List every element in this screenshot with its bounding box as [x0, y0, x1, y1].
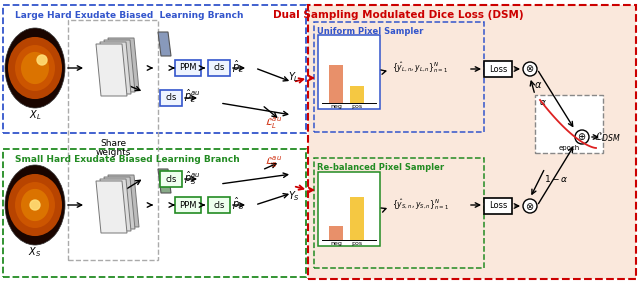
Bar [175, 60, 201, 76]
Text: cls: cls [213, 201, 225, 210]
Text: $\otimes$: $\otimes$ [525, 201, 534, 212]
Polygon shape [158, 32, 171, 56]
Text: epoch: epoch [558, 145, 580, 151]
Bar [350, 197, 364, 240]
Text: pos: pos [351, 104, 363, 109]
Circle shape [30, 200, 40, 210]
Bar [484, 198, 512, 214]
Bar [484, 61, 512, 77]
Text: Re-balanced Pixel Sampler: Re-balanced Pixel Sampler [317, 163, 444, 172]
Text: Share: Share [100, 139, 126, 148]
Text: neg: neg [330, 104, 342, 109]
Text: weights: weights [95, 148, 131, 157]
Bar [160, 171, 182, 187]
Text: $\{\hat{y}_{L,n}, y_{L,n}\}_{n=1}^N$: $\{\hat{y}_{L,n}, y_{L,n}\}_{n=1}^N$ [392, 61, 448, 76]
Text: $\oplus$: $\oplus$ [577, 131, 587, 142]
Ellipse shape [21, 52, 49, 84]
Text: $Y_L$: $Y_L$ [288, 70, 300, 84]
Circle shape [523, 199, 537, 213]
Text: $\hat{p}_L^{au}$: $\hat{p}_L^{au}$ [184, 87, 200, 105]
Polygon shape [96, 181, 127, 233]
Polygon shape [108, 175, 139, 227]
Circle shape [37, 55, 47, 65]
Ellipse shape [8, 37, 62, 99]
Text: $\hat{p}_S$: $\hat{p}_S$ [232, 196, 244, 212]
Ellipse shape [5, 165, 65, 245]
Bar [208, 60, 230, 76]
Circle shape [523, 62, 537, 76]
Text: Large Hard Exudate Biased  Learning Branch: Large Hard Exudate Biased Learning Branc… [15, 11, 243, 20]
Text: $X_L$: $X_L$ [29, 108, 41, 122]
Ellipse shape [21, 189, 49, 221]
Text: $\mathcal{L}_L^{au}$: $\mathcal{L}_L^{au}$ [265, 115, 282, 131]
Bar [535, 95, 603, 153]
Bar [3, 5, 306, 133]
Circle shape [575, 130, 589, 144]
Text: $\hat{p}_L$: $\hat{p}_L$ [232, 59, 244, 75]
Text: $\mathcal{L}_S^{au}$: $\mathcal{L}_S^{au}$ [265, 154, 282, 170]
Ellipse shape [15, 45, 55, 91]
Text: cls: cls [213, 63, 225, 72]
Bar [68, 20, 158, 260]
Text: $X_S$: $X_S$ [28, 245, 42, 259]
Bar [318, 35, 380, 109]
Text: Small Hard Exudate Biased Learning Branch: Small Hard Exudate Biased Learning Branc… [15, 155, 240, 164]
Bar [3, 149, 306, 277]
Bar [308, 5, 636, 279]
Polygon shape [96, 44, 127, 96]
Text: $\mathcal{L}_{DSM}$: $\mathcal{L}_{DSM}$ [594, 130, 621, 144]
Text: Loss: Loss [489, 65, 507, 74]
Polygon shape [100, 179, 131, 231]
Polygon shape [104, 177, 135, 229]
Text: cls: cls [165, 94, 177, 102]
Bar [329, 226, 343, 240]
Text: PPM: PPM [179, 63, 196, 72]
Text: $Y_S$: $Y_S$ [288, 189, 300, 203]
Bar [329, 65, 343, 103]
Text: $\hat{p}_S^{au}$: $\hat{p}_S^{au}$ [184, 169, 200, 187]
Text: Dual Sampling Modulated Dice Loss (DSM): Dual Sampling Modulated Dice Loss (DSM) [273, 10, 524, 20]
Bar [314, 22, 484, 132]
Text: $\otimes$: $\otimes$ [525, 63, 534, 74]
Polygon shape [104, 40, 135, 92]
Ellipse shape [15, 182, 55, 228]
Text: $\{\hat{y}_{S,n}, y_{S,n}\}_{n=1}^N$: $\{\hat{y}_{S,n}, y_{S,n}\}_{n=1}^N$ [392, 197, 449, 212]
Text: Loss: Loss [489, 202, 507, 210]
Bar [350, 86, 364, 103]
Text: Uniform Pixel Sampler: Uniform Pixel Sampler [317, 27, 424, 36]
Text: pos: pos [351, 241, 363, 246]
Text: PPM: PPM [179, 201, 196, 210]
Ellipse shape [5, 28, 65, 108]
Ellipse shape [8, 174, 62, 236]
Bar [314, 158, 484, 268]
Polygon shape [108, 38, 139, 90]
Text: $\alpha$: $\alpha$ [534, 80, 542, 90]
Bar [318, 172, 380, 246]
Text: cls: cls [165, 175, 177, 184]
Text: $1-\alpha$: $1-\alpha$ [544, 173, 568, 184]
Text: neg: neg [330, 241, 342, 246]
Bar [160, 90, 182, 106]
Text: $\alpha$: $\alpha$ [539, 98, 547, 107]
Bar [175, 197, 201, 213]
Polygon shape [100, 42, 131, 94]
Polygon shape [158, 169, 171, 193]
Bar [208, 197, 230, 213]
